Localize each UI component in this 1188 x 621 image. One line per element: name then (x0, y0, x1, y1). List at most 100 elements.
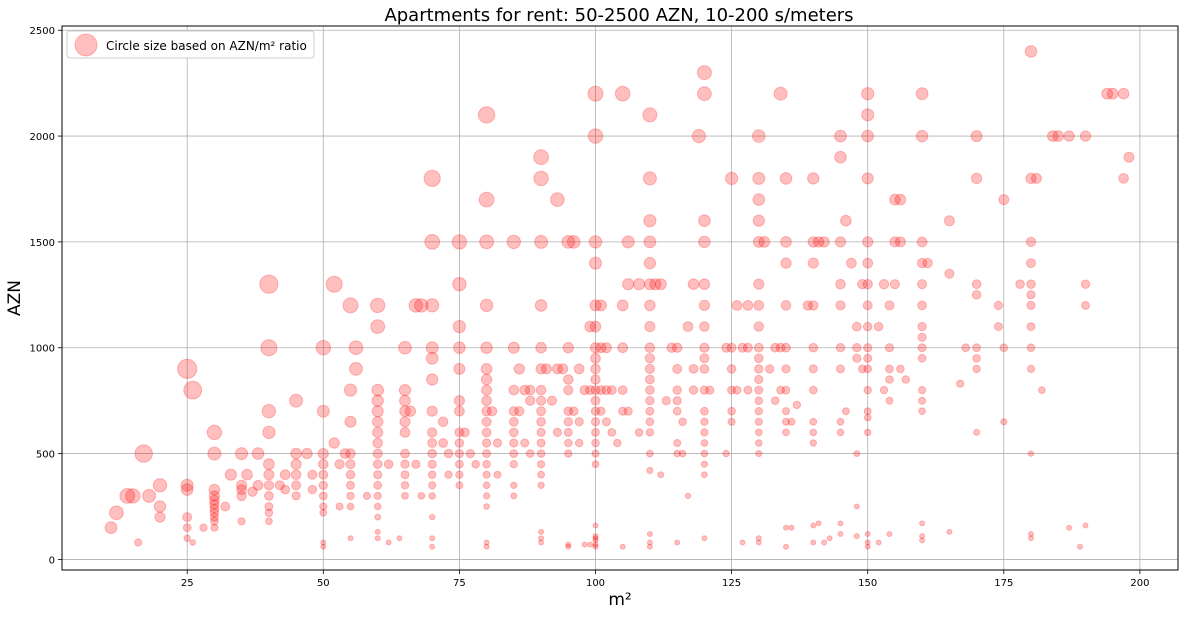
data-point (235, 447, 249, 461)
data-point (510, 481, 518, 489)
data-point (591, 449, 600, 458)
data-point (425, 351, 439, 365)
data-point (646, 449, 654, 458)
data-point (506, 234, 521, 250)
data-point (465, 449, 475, 459)
data-point (535, 341, 547, 354)
data-point (346, 491, 355, 501)
data-point (918, 396, 927, 405)
data-point (427, 448, 438, 459)
data-point (585, 385, 596, 396)
data-point (863, 413, 872, 422)
data-point (765, 364, 775, 374)
data-point (372, 437, 384, 449)
data-point (682, 321, 694, 333)
data-point (371, 416, 384, 428)
data-point (339, 448, 351, 460)
data-point (534, 234, 549, 249)
data-point (857, 279, 868, 290)
data-point (661, 396, 671, 406)
data-point (346, 480, 355, 490)
data-point (373, 470, 383, 480)
data-point (592, 533, 599, 540)
data-point (1123, 151, 1135, 163)
data-point (371, 383, 385, 397)
data-point (1038, 386, 1046, 395)
data-point (993, 322, 1003, 332)
data-point (536, 427, 546, 437)
data-point (836, 417, 845, 426)
data-point (1026, 279, 1036, 290)
data-point (901, 375, 910, 384)
data-point (688, 364, 699, 374)
data-point (399, 427, 411, 438)
data-point (508, 384, 520, 396)
data-point (538, 539, 545, 546)
data-point (862, 236, 874, 248)
data-point (509, 438, 519, 448)
data-point (438, 438, 449, 448)
data-point (595, 342, 607, 354)
x-tick-label: 50 (317, 578, 330, 589)
data-point (644, 299, 656, 312)
y-tick-label: 1500 (30, 238, 55, 249)
data-point (189, 539, 196, 546)
data-point (514, 406, 525, 417)
data-point (645, 385, 655, 395)
data-point (853, 450, 861, 458)
data-point (427, 438, 438, 448)
data-point (837, 531, 844, 537)
data-point (889, 236, 901, 248)
data-point (1080, 279, 1091, 289)
data-point (414, 298, 429, 313)
data-point (208, 483, 221, 496)
data-point (534, 299, 548, 312)
data-point (404, 405, 417, 417)
data-point (755, 535, 762, 542)
data-point (525, 395, 536, 406)
data-point (853, 533, 860, 540)
data-point (722, 449, 730, 458)
data-point (260, 339, 278, 357)
data-point (342, 297, 359, 314)
data-point (264, 508, 274, 518)
data-point (782, 417, 790, 426)
data-point (863, 343, 873, 353)
data-point (970, 172, 983, 185)
x-tick-label: 75 (453, 578, 466, 589)
data-point (918, 386, 927, 395)
data-point (426, 405, 438, 417)
data-point (862, 279, 873, 290)
data-point (573, 363, 585, 375)
data-point (536, 417, 546, 427)
data-point (481, 416, 492, 427)
data-point (755, 450, 763, 458)
data-point (836, 364, 845, 374)
data-point (209, 512, 219, 522)
data-point (698, 214, 711, 227)
data-point (400, 459, 410, 469)
data-point (792, 400, 802, 410)
data-point (807, 172, 820, 185)
data-point (373, 502, 382, 511)
data-point (810, 522, 817, 529)
data-point (779, 172, 793, 185)
data-point (755, 439, 763, 447)
data-point (646, 539, 653, 546)
data-point (864, 531, 871, 537)
data-point (613, 438, 622, 448)
data-point (998, 194, 1010, 206)
data-point (851, 321, 862, 332)
data-point (371, 394, 384, 407)
data-point (810, 539, 817, 546)
data-point (481, 406, 492, 417)
data-point (455, 470, 464, 479)
data-point (1066, 524, 1073, 531)
data-point (210, 516, 219, 526)
data-point (563, 427, 573, 437)
data-point (453, 395, 465, 407)
data-point (482, 459, 491, 469)
data-point (739, 539, 746, 546)
data-point (840, 214, 852, 227)
